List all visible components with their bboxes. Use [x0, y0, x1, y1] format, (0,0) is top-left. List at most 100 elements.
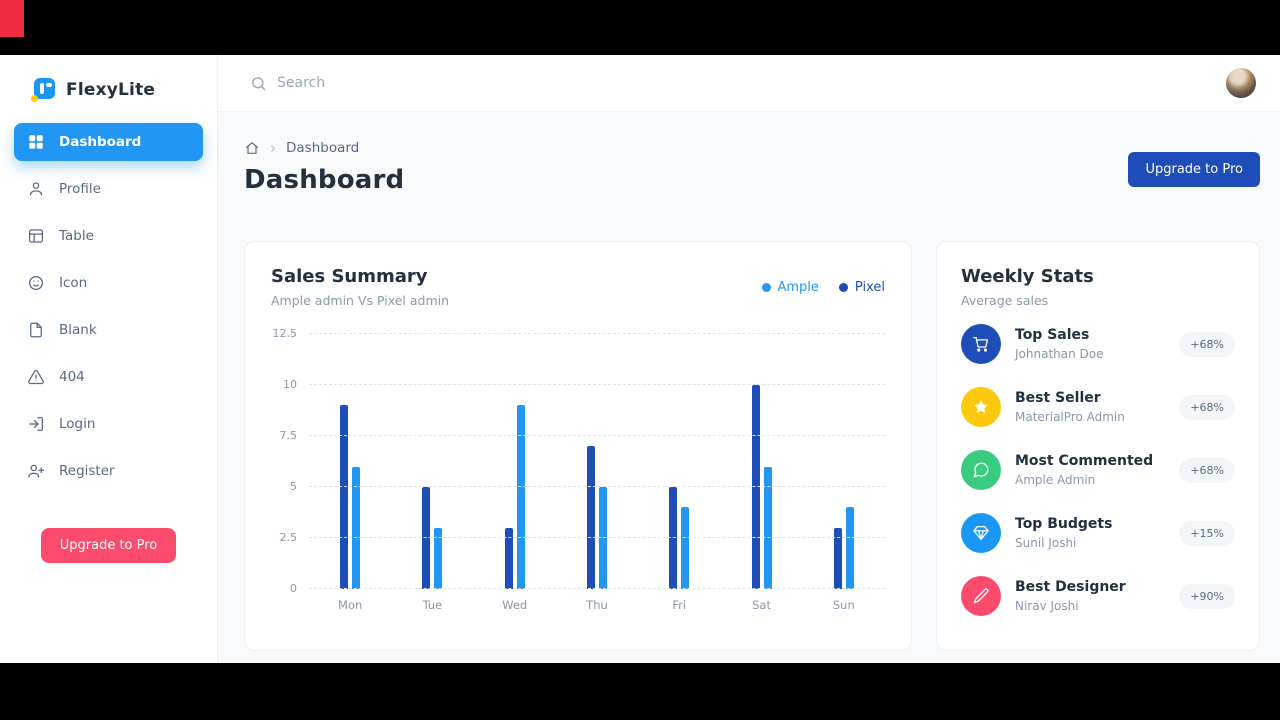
- chart-groups: [309, 334, 885, 589]
- bar-pixel-sun: [833, 527, 842, 589]
- bar-chart: 0 2.5 5 7.5 10 12.5: [271, 327, 885, 595]
- stat-subtitle: Johnathan Doe: [1015, 347, 1104, 361]
- sidebar-item-label: Register: [59, 463, 115, 479]
- brand-name: FlexyLite: [66, 80, 156, 100]
- sidebar-item-icon[interactable]: Icon: [14, 264, 203, 302]
- bar-ample-fri: [681, 507, 690, 589]
- bar-pixel-mon: [340, 405, 349, 589]
- sidebar-item-profile[interactable]: Profile: [14, 170, 203, 208]
- sales-summary-card: Sales Summary Ample admin Vs Pixel admin…: [244, 241, 912, 651]
- table-icon: [28, 229, 44, 243]
- stat-title: Best Seller: [1015, 390, 1101, 406]
- pen-icon: [973, 588, 989, 604]
- gridline: [309, 486, 885, 487]
- legend-item[interactable]: Pixel: [838, 280, 885, 295]
- avatar[interactable]: [1226, 68, 1256, 98]
- x-tick-label: Mon: [338, 598, 363, 612]
- sidebar-item-label: Icon: [59, 275, 88, 291]
- sidebar: FlexyLite Dashboard Profile: [0, 55, 218, 663]
- stat-item-best-seller[interactable]: Best Seller MaterialPro Admin +68%: [961, 387, 1235, 427]
- x-tick-label: Tue: [422, 598, 443, 612]
- sidebar-item-table[interactable]: Table: [14, 217, 203, 255]
- sidebar-item-register[interactable]: Register: [14, 452, 203, 490]
- sidebar-item-blank[interactable]: Blank: [14, 311, 203, 349]
- y-tick-label: 10: [283, 378, 297, 391]
- search-input[interactable]: [277, 75, 517, 91]
- bar-ample-mon: [352, 466, 361, 589]
- y-tick-label: 2.5: [279, 531, 298, 544]
- x-tick-label: Thu: [586, 598, 608, 612]
- bar-ample-sun: [845, 507, 854, 589]
- login-icon: [28, 416, 44, 432]
- sidebar-item-login[interactable]: Login: [14, 405, 203, 443]
- upgrade-pro-button[interactable]: Upgrade to Pro: [1128, 152, 1260, 187]
- stat-title: Most Commented: [1015, 453, 1154, 469]
- chart-legend: Ample Pixel: [761, 280, 885, 295]
- legend-dot: [838, 283, 848, 292]
- bar-pixel-thu: [586, 446, 595, 589]
- stat-subtitle: MaterialPro Admin: [1015, 410, 1125, 424]
- gridline: [309, 588, 885, 589]
- legend-item[interactable]: Ample: [761, 280, 819, 295]
- sidebar-item-label: Blank: [59, 322, 97, 338]
- corner-red-mark: [0, 0, 24, 37]
- stat-badge: +68%: [1179, 457, 1235, 483]
- gridline: [309, 333, 885, 334]
- bar-pixel-sat: [751, 385, 760, 589]
- bar-group-wed: [474, 334, 556, 589]
- star-icon: [974, 400, 988, 413]
- search-icon: [252, 76, 266, 90]
- stat-item-most-commented[interactable]: Most Commented Ample Admin +68%: [961, 450, 1235, 490]
- dashboard-grid-icon: [29, 135, 43, 149]
- gridline: [309, 435, 885, 436]
- chevron-right-icon: ›: [270, 138, 276, 157]
- cards-row: Sales Summary Ample admin Vs Pixel admin…: [244, 241, 1260, 651]
- bar-pixel-fri: [669, 487, 678, 589]
- x-tick-label: Wed: [502, 598, 528, 612]
- bar-ample-wed: [516, 405, 525, 589]
- bar-ample-sat: [763, 466, 772, 589]
- stat-badge: +68%: [1179, 331, 1235, 357]
- page-title: Dashboard: [244, 165, 405, 195]
- x-tick-label: Sat: [752, 598, 771, 612]
- topbar: [218, 55, 1280, 112]
- sidebar-item-label: Login: [59, 416, 96, 432]
- weekly-stats-list: Top Sales Johnathan Doe +68%: [961, 324, 1235, 616]
- sidebar-upgrade-button[interactable]: Upgrade to Pro: [40, 528, 177, 563]
- breadcrumb-current[interactable]: Dashboard: [286, 140, 360, 156]
- bar-pixel-tue: [422, 487, 431, 589]
- diamond-icon: [973, 525, 989, 541]
- bar-group-thu: [556, 334, 638, 589]
- stat-subtitle: Sunil Joshi: [1015, 536, 1077, 550]
- home-icon[interactable]: [244, 140, 260, 156]
- search-box: [250, 75, 1226, 92]
- chart-yaxis: 0 2.5 5 7.5 10 12.5: [271, 327, 309, 595]
- x-tick-label: Fri: [672, 598, 687, 612]
- y-tick-label: 5: [290, 480, 297, 493]
- warning-triangle-icon: [28, 369, 44, 385]
- sales-card-title: Sales Summary: [271, 266, 428, 287]
- gridline: [309, 384, 885, 385]
- stat-badge: +90%: [1179, 583, 1235, 609]
- sidebar-item-404[interactable]: 404: [14, 358, 203, 396]
- chart-xlabels: Mon Tue Wed Thu Fri Sat Sun: [309, 598, 885, 612]
- y-tick-label: 7.5: [279, 429, 298, 442]
- stat-icon: [961, 324, 1001, 364]
- main-area: › Dashboard Dashboard Upgrade to Pro Sal…: [218, 55, 1280, 663]
- brand-logo: [31, 78, 55, 102]
- x-tick-label: Sun: [832, 598, 855, 612]
- sidebar-item-dashboard[interactable]: Dashboard: [14, 123, 203, 161]
- sidebar-item-label: Dashboard: [59, 134, 142, 150]
- stat-icon: [961, 576, 1001, 616]
- stat-item-best-designer[interactable]: Best Designer Nirav Joshi +90%: [961, 576, 1235, 616]
- stat-icon: [961, 450, 1001, 490]
- weekly-card-subtitle: Average sales: [961, 293, 1049, 308]
- stat-item-top-budgets[interactable]: Top Budgets Sunil Joshi +15%: [961, 513, 1235, 553]
- weekly-card-title: Weekly Stats: [961, 266, 1094, 287]
- comment-icon: [973, 462, 989, 478]
- sidebar-item-label: Table: [59, 228, 94, 244]
- bar-group-fri: [638, 334, 720, 589]
- stat-item-top-sales[interactable]: Top Sales Johnathan Doe +68%: [961, 324, 1235, 364]
- brand[interactable]: FlexyLite: [0, 55, 217, 123]
- sidebar-item-label: Profile: [59, 181, 101, 197]
